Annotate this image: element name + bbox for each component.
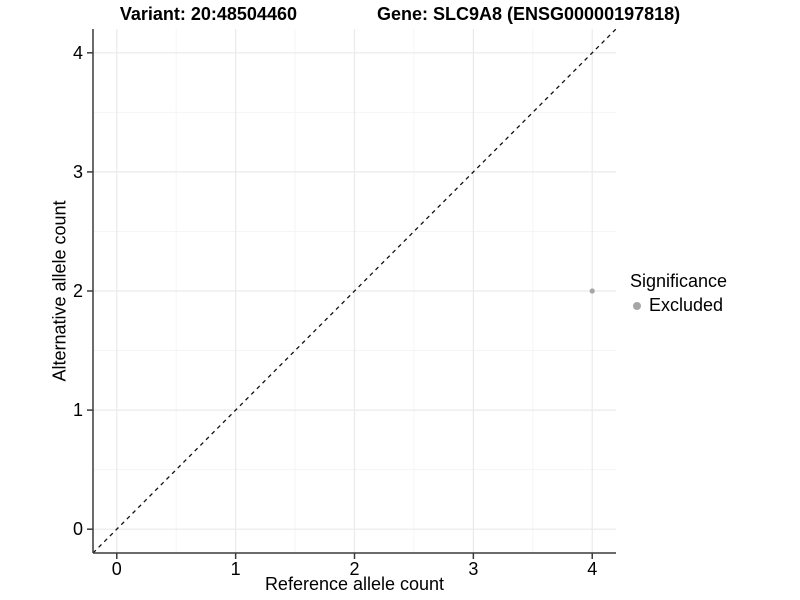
y-axis-title: Alternative allele count [49,200,70,382]
y-tick-label: 0 [73,519,83,539]
x-tick-label: 0 [112,559,122,579]
plot-title-gene: Gene: SLC9A8 (ENSG00000197818) [376,4,681,24]
plot-title-variant: Variant: 20:48504460 [119,4,297,24]
x-tick-label: 1 [231,559,241,579]
x-tick-label: 4 [587,559,597,579]
y-tick-label: 1 [73,400,83,420]
plot-title: Variant: 20:48504460 Gene: SLC9A8 (ENSG0… [0,4,800,25]
legend-key [628,297,645,314]
legend-title: Significance [630,271,728,291]
x-tick-label: 3 [468,559,478,579]
legend-item-label: Excluded [649,295,724,315]
legend: Significance Excluded [628,271,727,316]
identity-dashed-line [92,28,617,554]
x-axis-title: Reference allele count [264,574,445,594]
excluded-point-icon [632,301,641,310]
y-tick-label: 2 [73,281,83,301]
y-tick-label: 4 [73,43,83,63]
legend-item-excluded: Excluded [628,295,727,316]
x-tick-label: 2 [349,559,359,579]
data-point [589,288,595,294]
y-tick-label: 3 [73,162,83,182]
